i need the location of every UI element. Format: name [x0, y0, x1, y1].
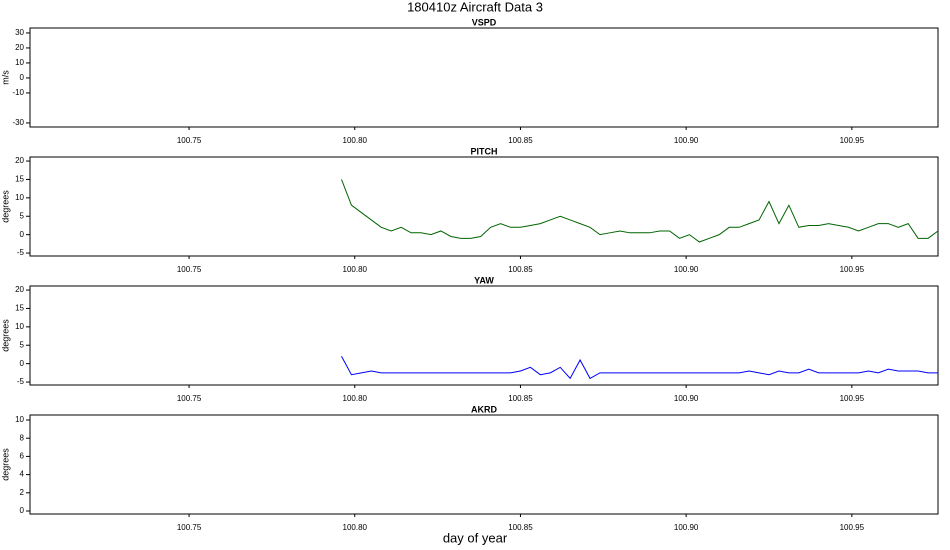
y-tick-label: 10 [15, 193, 24, 202]
x-tick-label: 100.95 [840, 523, 865, 532]
x-tick-label: 100.90 [674, 265, 699, 274]
panel-title: AKRD [471, 404, 497, 414]
x-tick-label: 100.90 [674, 523, 699, 532]
figure-title: 180410z Aircraft Data 3 [407, 0, 543, 14]
x-tick-label: 100.85 [508, 394, 533, 403]
x-tick-label: 100.85 [508, 136, 533, 145]
panel-frame [29, 285, 939, 386]
x-tick-label: 100.75 [177, 265, 202, 274]
y-tick-label: 0 [20, 506, 25, 515]
y-tick-label: 5 [20, 211, 25, 220]
x-tick-label: 100.95 [840, 265, 865, 274]
y-tick-label: 4 [20, 470, 25, 479]
y-axis-label: degrees [0, 448, 10, 481]
x-axis-label: day of year [443, 530, 508, 545]
x-tick-label: 100.90 [674, 394, 699, 403]
panel-frame [29, 156, 939, 257]
x-tick-label: 100.75 [177, 394, 202, 403]
y-tick-label: 20 [15, 285, 24, 294]
x-tick-label: 100.85 [508, 523, 533, 532]
y-axis-label: degrees [0, 190, 10, 223]
y-tick-label: 0 [20, 230, 25, 239]
y-tick-label: -5 [17, 377, 25, 386]
data-line [341, 179, 939, 243]
panel-title: YAW [474, 275, 494, 285]
y-tick-label: 0 [20, 73, 25, 82]
y-tick-label: 20 [15, 43, 24, 52]
x-tick-label: 100.95 [840, 136, 865, 145]
y-axis-label: degrees [0, 319, 10, 352]
y-tick-label: -30 [12, 118, 24, 127]
x-tick-label: 100.80 [343, 136, 368, 145]
x-tick-label: 100.85 [508, 265, 533, 274]
y-tick-label: 2 [20, 488, 25, 497]
x-tick-label: 100.95 [840, 394, 865, 403]
y-tick-label: 20 [15, 156, 24, 165]
x-tick-label: 100.90 [674, 136, 699, 145]
panel-frame [29, 27, 939, 128]
y-tick-label: 5 [20, 340, 25, 349]
x-tick-label: 100.80 [343, 394, 368, 403]
y-tick-label: 15 [15, 304, 24, 313]
y-tick-label: 10 [15, 58, 24, 67]
y-axis-label: m/s [0, 70, 10, 85]
y-tick-label: 8 [20, 433, 25, 442]
y-tick-label: 0 [20, 359, 25, 368]
panel-title: PITCH [471, 146, 498, 156]
y-tick-label: 6 [20, 452, 25, 461]
y-tick-label: -10 [12, 88, 24, 97]
x-tick-label: 100.80 [343, 523, 368, 532]
data-line [341, 356, 938, 380]
x-tick-label: 100.75 [177, 136, 202, 145]
y-tick-label: 10 [15, 415, 24, 424]
panel-title: VSPD [472, 17, 497, 27]
y-tick-label: 30 [15, 28, 24, 37]
x-tick-label: 100.80 [343, 265, 368, 274]
y-tick-label: 10 [15, 322, 24, 331]
x-tick-label: 100.75 [177, 523, 202, 532]
y-tick-label: -5 [17, 248, 25, 257]
y-tick-label: 15 [15, 175, 24, 184]
panel-frame [29, 414, 939, 515]
